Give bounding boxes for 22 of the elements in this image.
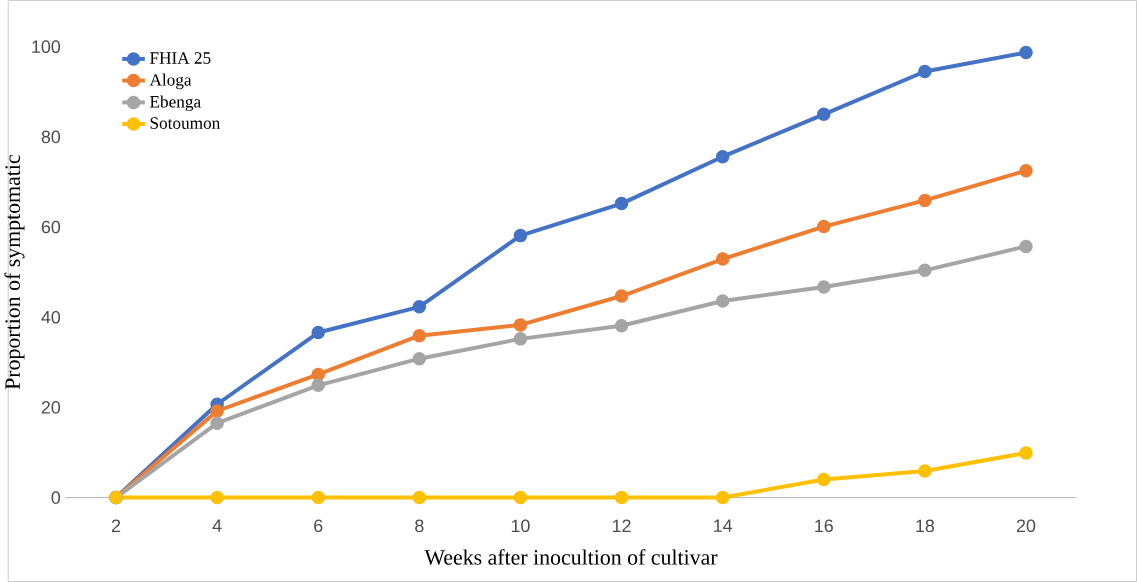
x-tick-label: 8 <box>415 519 424 533</box>
x-tick-label: 20 <box>1016 519 1036 533</box>
y-tick-label: 40 <box>41 310 61 324</box>
x-tick-label: 16 <box>815 519 833 533</box>
y-tick-label: 100 <box>32 40 61 53</box>
y-tick-label: 60 <box>41 220 61 234</box>
legend-label: Sotoumon <box>150 117 221 129</box>
y-tick-label: 0 <box>51 491 61 504</box>
x-axis-title: Weeks after inocultion of cultivar <box>424 549 718 565</box>
legend-label: Ebenga <box>149 95 201 112</box>
x-tick-label: 4 <box>212 519 222 532</box>
y-tick-label: 20 <box>41 401 61 414</box>
x-tick-label: 14 <box>714 519 733 532</box>
y-axis-title: Proportion of symptomatic <box>4 155 25 390</box>
legend-label: FHIA 25 <box>149 52 211 64</box>
x-tick-label: 18 <box>916 519 935 533</box>
y-tick-label: 80 <box>41 130 61 144</box>
x-tick-label: 12 <box>612 519 631 532</box>
x-tick-label: 2 <box>111 519 121 532</box>
x-tick-label: 6 <box>314 519 323 533</box>
x-tick-label: 10 <box>511 519 530 533</box>
legend-label: Aloga <box>149 73 192 90</box>
